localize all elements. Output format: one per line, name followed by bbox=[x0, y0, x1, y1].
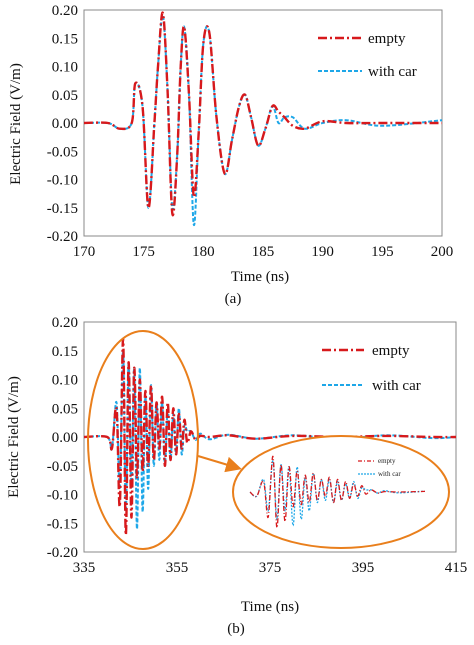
chart-b-y-tick-label: -0.05 bbox=[47, 459, 78, 475]
chart-b-y-tick-label: 0.10 bbox=[52, 373, 78, 389]
chart-b-y-axis-title: Electric Field (V/m) bbox=[6, 376, 22, 498]
chart-a-series bbox=[83, 11, 443, 226]
chart-a-x-tick-label: 200 bbox=[431, 244, 454, 260]
chart-b-x-tick-label: 335 bbox=[73, 560, 96, 576]
chart-b-x-tick-label: 415 bbox=[445, 560, 468, 576]
inset-series-with-car bbox=[249, 459, 426, 527]
chart-b-y-tick-label: -0.10 bbox=[47, 488, 78, 504]
legend-b-with-car-label: with car bbox=[372, 378, 421, 394]
chart-a-y-axis-title: Electric Field (V/m) bbox=[8, 63, 24, 185]
chart-a-series-empty bbox=[83, 11, 442, 217]
chart-a-y-tick-label: 0.00 bbox=[52, 116, 78, 132]
chart-b-y-tick-label: 0.20 bbox=[52, 315, 78, 331]
chart-a-x-axis-title: Time (ns) bbox=[231, 269, 289, 285]
inset-legend-empty-label: empty bbox=[378, 457, 396, 465]
legend-a-with-car-label: with car bbox=[368, 64, 417, 80]
chart-b-y-tick-label: 0.15 bbox=[52, 344, 78, 360]
chart-a-y-tick-label: -0.10 bbox=[47, 173, 78, 189]
chart-b-y-tick-label: 0.05 bbox=[52, 401, 78, 417]
chart-b-legend: empty with car bbox=[322, 343, 421, 394]
chart-a-y-tick-label: -0.20 bbox=[47, 229, 78, 245]
chart-a-y-tick-label: 0.20 bbox=[52, 3, 78, 19]
chart-a-series-with-car bbox=[83, 14, 443, 226]
chart-a-x-tick-label: 170 bbox=[73, 244, 96, 260]
chart-b-x-tick-label: 395 bbox=[352, 560, 375, 576]
chart-a-y-tick-label: 0.15 bbox=[52, 31, 78, 47]
chart-b-panel-label: (b) bbox=[227, 621, 245, 637]
chart-a-panel-label: (a) bbox=[225, 291, 242, 307]
chart-a-x-tick-label: 195 bbox=[371, 244, 394, 260]
legend-a-empty-label: empty bbox=[368, 31, 406, 47]
chart-a-x-ticks: 170 175 180 185 190 195 200 bbox=[73, 244, 454, 260]
chart-a: -0.20 -0.15 -0.10 -0.05 0.00 0.05 0.10 0.15 0.20… bbox=[8, 3, 453, 307]
chart-a-y-tick-label: -0.15 bbox=[47, 201, 78, 217]
chart-b-x-axis-title: Time (ns) bbox=[241, 599, 299, 615]
chart-b-y-tick-label: -0.20 bbox=[47, 545, 78, 561]
chart-a-y-tick-label: -0.05 bbox=[47, 144, 78, 160]
chart-a-x-tick-label: 185 bbox=[252, 244, 275, 260]
chart-b-y-tick-label: 0.00 bbox=[52, 430, 78, 446]
chart-b-x-tick-label: 355 bbox=[166, 560, 189, 576]
chart-a-x-tick-label: 175 bbox=[132, 244, 155, 260]
chart-a-y-tick-label: 0.05 bbox=[52, 88, 78, 104]
zoom-inset-ellipse bbox=[232, 435, 450, 549]
inset-legend: empty with car bbox=[358, 457, 401, 478]
legend-b-empty-label: empty bbox=[372, 343, 410, 359]
zoom-source-ellipse bbox=[87, 330, 199, 550]
chart-a-y-tick-label: 0.10 bbox=[52, 60, 78, 76]
chart-a-legend: empty with car bbox=[318, 31, 417, 80]
zoom-inset-plot bbox=[249, 455, 426, 529]
chart-b-x-tick-label: 375 bbox=[259, 560, 282, 576]
chart-a-y-ticks: -0.20 -0.15 -0.10 -0.05 0.00 0.05 0.10 0.15 0.20 bbox=[47, 3, 78, 245]
inset-legend-with-car-label: with car bbox=[378, 470, 401, 478]
chart-b-series bbox=[83, 338, 457, 537]
chart-a-x-tick-label: 180 bbox=[192, 244, 215, 260]
zoom-arrow bbox=[197, 455, 242, 473]
chart-b: -0.20 -0.15 -0.10 -0.05 0.00 0.05 0.10 0.15 0.20… bbox=[6, 315, 467, 637]
chart-b-series-empty bbox=[83, 338, 457, 537]
chart-a-x-tick-label: 190 bbox=[311, 244, 334, 260]
chart-b-y-ticks: -0.20 -0.15 -0.10 -0.05 0.00 0.05 0.10 0.15 0.20 bbox=[47, 315, 78, 561]
chart-b-y-tick-label: -0.15 bbox=[47, 516, 78, 532]
chart-b-x-ticks: 335 355 375 395 415 bbox=[73, 560, 468, 576]
